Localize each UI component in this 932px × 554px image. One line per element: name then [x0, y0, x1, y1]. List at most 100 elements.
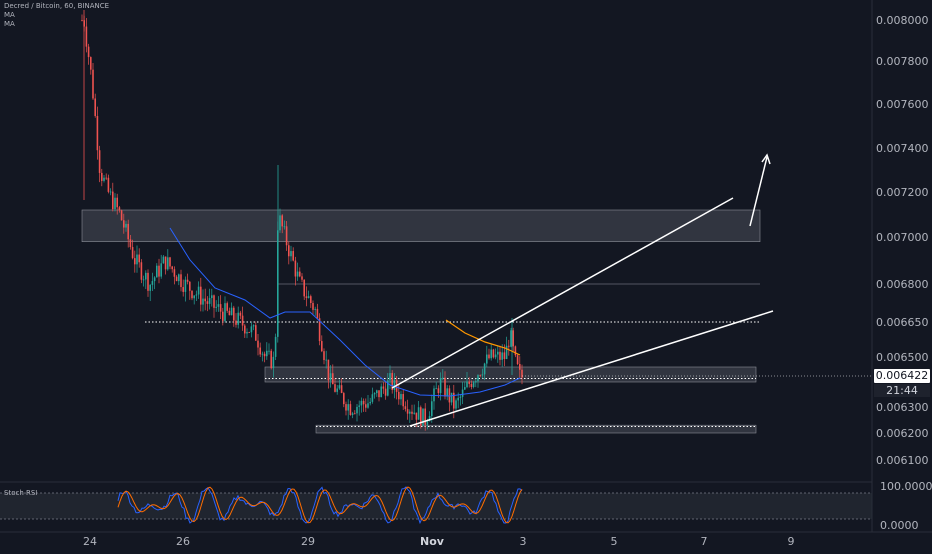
candle-body: [312, 303, 314, 310]
candle-body: [233, 307, 235, 321]
stoch-rsi-label[interactable]: Stoch RSI: [4, 489, 38, 497]
stoch-k-line: [117, 486, 523, 525]
candle-body: [400, 394, 402, 400]
candle-body: [422, 408, 424, 426]
price-tick-label: 0.007000: [876, 231, 929, 244]
candle-body: [213, 295, 215, 308]
candle-body: [402, 394, 404, 407]
candle-body: [334, 384, 336, 392]
candle-body: [195, 294, 198, 296]
candle-body: [167, 257, 169, 270]
candle-body: [380, 386, 382, 398]
candle-body: [367, 403, 369, 408]
candle-body: [409, 411, 411, 414]
candle-body: [316, 308, 319, 319]
symbol-title[interactable]: Decred / Bitcoin, 60, BINANCE: [4, 2, 110, 10]
candle-body: [191, 290, 193, 299]
candle-body: [153, 277, 156, 282]
candle-body: [457, 397, 459, 401]
candle-body: [325, 359, 327, 361]
candle-body: [217, 304, 220, 307]
arrow-head: [761, 153, 771, 165]
candle-body: [85, 26, 88, 47]
candle-body: [142, 279, 145, 281]
stoch-tick-label: 100.0000: [880, 480, 932, 493]
candle-body: [281, 215, 283, 227]
candle-body: [464, 387, 466, 390]
candle-body: [204, 298, 206, 302]
candle-body: [428, 416, 431, 422]
projection-arrow: [749, 156, 768, 227]
candle-body: [211, 295, 213, 299]
candle-body: [501, 352, 503, 360]
candle-body: [294, 260, 297, 277]
candle-body: [147, 272, 149, 291]
candle-body: [450, 392, 453, 403]
candle-body: [503, 352, 506, 360]
candle-body: [373, 393, 376, 395]
candle-body: [406, 409, 409, 414]
ma-indicator-1[interactable]: MA: [4, 11, 15, 19]
candle-body: [470, 383, 473, 388]
ma-indicator-2[interactable]: MA: [4, 20, 15, 28]
candle-body: [138, 254, 140, 263]
candle-body: [182, 287, 184, 292]
trendline: [391, 197, 734, 389]
candle-body: [107, 177, 110, 192]
candle-body: [259, 347, 261, 355]
candle-body: [446, 388, 448, 397]
candle-body: [512, 330, 514, 347]
candle-body: [497, 351, 499, 355]
candle-body: [250, 326, 253, 333]
candle-body: [224, 303, 226, 321]
candle-body: [164, 256, 167, 270]
candle-body: [101, 172, 103, 181]
candle-body: [235, 320, 237, 325]
candle-body: [149, 284, 151, 291]
price-tick-label: 0.006300: [876, 401, 929, 414]
candle-body: [92, 69, 94, 99]
stoch-d-line: [117, 486, 523, 524]
candle-body: [162, 256, 165, 264]
current-price-tag: 0.006422: [874, 369, 930, 383]
candle-body: [266, 350, 268, 357]
candle-body: [371, 394, 374, 402]
candle-body: [508, 345, 510, 347]
candle-body: [439, 378, 442, 394]
candle-body: [301, 276, 303, 280]
candle-body: [347, 404, 349, 411]
price-tick-label: 0.007400: [876, 142, 929, 155]
candle-body: [125, 223, 127, 228]
candle-body: [292, 251, 294, 261]
candle-body: [477, 375, 479, 382]
candle-body: [197, 286, 200, 295]
candle-body: [435, 388, 437, 390]
candle-body: [384, 388, 387, 396]
candle-body: [145, 272, 147, 280]
candle-body: [151, 281, 154, 285]
candle-body: [296, 271, 299, 277]
candle-body: [299, 271, 301, 277]
candle-body: [171, 266, 173, 270]
candle-body: [314, 308, 316, 310]
candle-body: [494, 354, 497, 358]
moving-average-line: [169, 227, 521, 397]
candle-body: [472, 382, 475, 388]
time-tick-label: 7: [701, 535, 708, 548]
candle-body: [356, 406, 358, 414]
candle-body: [468, 381, 470, 384]
candle-body: [391, 373, 393, 390]
candle-body: [285, 226, 288, 246]
trendline: [409, 310, 774, 427]
candle-body: [173, 269, 176, 277]
candle-body: [116, 197, 118, 208]
candle-body: [261, 353, 264, 355]
candle-body: [239, 312, 242, 316]
candle-body: [327, 359, 330, 381]
candle-body: [444, 377, 446, 397]
candle-body: [96, 115, 99, 151]
candle-body: [378, 390, 380, 398]
candle-body: [263, 353, 266, 357]
